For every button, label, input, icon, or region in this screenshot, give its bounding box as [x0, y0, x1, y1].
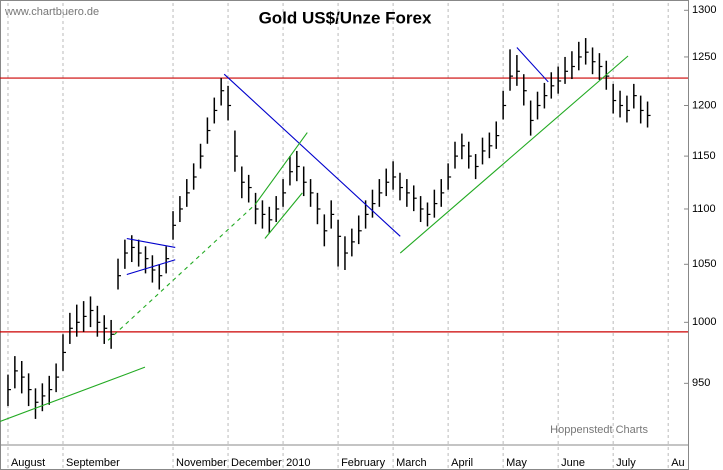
- watermark: www.chartbuero.de: [4, 6, 99, 18]
- trend-line: [126, 237, 176, 248]
- source: Hoppenstedt Charts: [550, 424, 648, 436]
- x-tick-label: February: [341, 457, 386, 469]
- x-tick-label: December: [231, 457, 282, 469]
- x-tick-label: September: [66, 457, 120, 469]
- trend-line: [107, 204, 256, 341]
- trend-line: [399, 55, 629, 254]
- x-tick-label: May: [506, 457, 527, 469]
- y-tick-label: 1300: [692, 4, 716, 16]
- y-tick-label: 950: [692, 377, 710, 389]
- frame: [0, 0, 689, 470]
- x-tick-label: July: [616, 457, 636, 469]
- trend-line: [223, 73, 401, 237]
- x-tick-label: November: [176, 457, 227, 469]
- y-tick-label: 1200: [692, 99, 716, 111]
- trend-line: [254, 132, 308, 205]
- y-tick-label: 1150: [692, 150, 716, 162]
- trend-line: [0, 366, 146, 423]
- x-tick-label: March: [396, 457, 427, 469]
- trend-line: [516, 47, 549, 83]
- y-tick-label: 1100: [692, 203, 716, 215]
- y-tick-label: 1050: [692, 258, 716, 270]
- chart-title: Gold US$/Unze Forex: [259, 8, 432, 27]
- y-tick-label: 1250: [692, 51, 716, 63]
- x-tick-label: Au: [671, 457, 684, 469]
- trend-line: [264, 192, 303, 239]
- trend-line: [126, 259, 176, 276]
- x-tick-label: April: [451, 457, 473, 469]
- x-tick-label: 2010: [286, 457, 310, 469]
- y-tick-label: 1000: [692, 316, 716, 328]
- x-tick-label: June: [561, 457, 585, 469]
- x-tick-label: August: [11, 457, 45, 469]
